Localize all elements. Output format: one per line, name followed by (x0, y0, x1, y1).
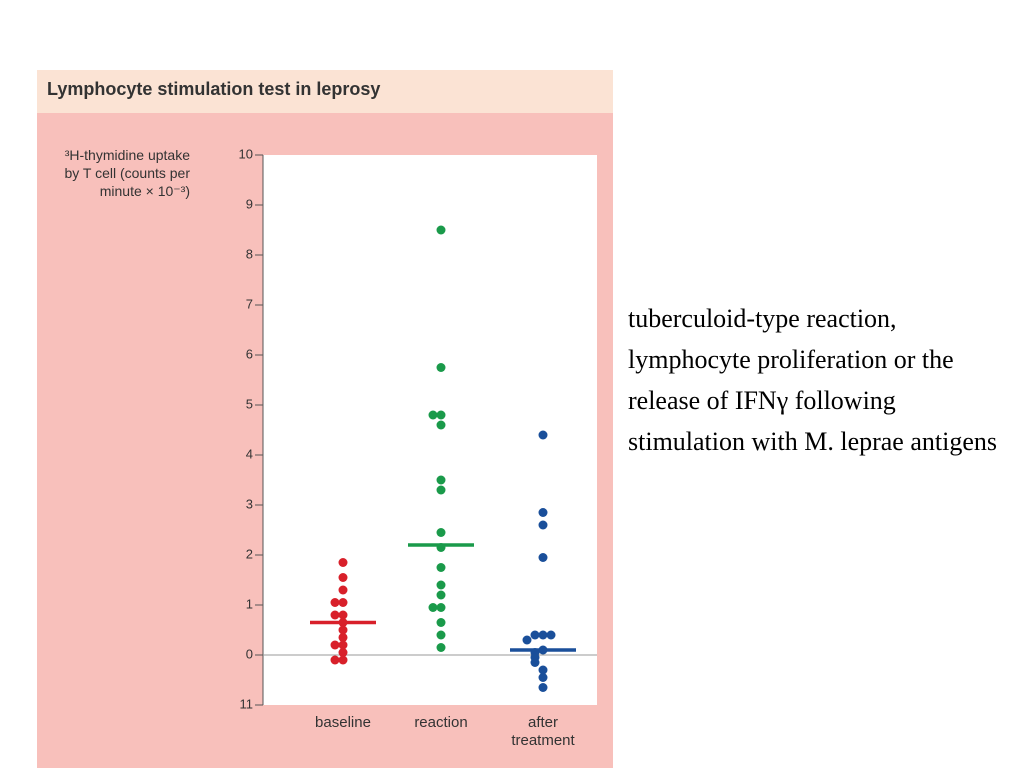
data-point (338, 573, 348, 582)
y-tick-label: 2 (246, 546, 253, 561)
data-point (436, 630, 446, 640)
data-point (538, 683, 548, 692)
data-point (522, 635, 532, 645)
data-point (436, 643, 446, 652)
data-point (538, 508, 548, 517)
data-point (436, 225, 446, 235)
y-tick-label: 9 (246, 196, 253, 211)
y-tick-label: 3 (246, 496, 253, 511)
data-point (338, 598, 348, 607)
data-point (530, 630, 540, 640)
data-point (338, 625, 348, 635)
data-point (436, 485, 446, 495)
data-point (538, 630, 548, 640)
y-tick-label: 1 (246, 596, 253, 611)
y-axis-label: ³H-thymidine uptake by T cell (counts pe… (64, 147, 190, 199)
data-point (436, 363, 446, 372)
chart-title: Lymphocyte stimulation test in leprosy (47, 79, 381, 99)
data-point (338, 655, 348, 665)
y-tick-label: 5 (246, 396, 253, 411)
data-point (436, 528, 446, 537)
data-point (338, 558, 348, 567)
data-point (338, 585, 348, 595)
data-point (546, 630, 556, 640)
data-point (436, 563, 446, 572)
data-point (330, 598, 340, 607)
data-point (338, 610, 348, 620)
data-point (436, 420, 446, 430)
y-tick-label: 10 (239, 146, 253, 161)
x-tick-label: after treatment (511, 714, 575, 749)
data-point (436, 475, 446, 485)
y-tick-label: 6 (246, 346, 253, 361)
y-tick-label: 7 (246, 296, 253, 311)
data-point (436, 580, 446, 590)
y-tick-label: 4 (246, 446, 253, 461)
data-point (538, 553, 548, 562)
data-point (538, 430, 548, 440)
data-point (538, 673, 548, 682)
plot-area (263, 155, 597, 705)
data-point (436, 618, 446, 627)
data-point (538, 520, 548, 530)
data-point (436, 603, 446, 612)
data-point (530, 658, 540, 667)
data-point (330, 655, 340, 665)
x-tick-label: baseline (315, 714, 371, 731)
data-point (428, 603, 438, 612)
y-tick-label: 8 (246, 246, 253, 261)
data-point (338, 633, 348, 642)
data-point (436, 410, 446, 420)
data-point (538, 665, 548, 675)
x-tick-label: reaction (414, 714, 468, 731)
header: Lymphocyte stimulation test in leprosy (37, 70, 613, 113)
data-point (338, 640, 348, 650)
caption: tuberculoid-type reaction, lymphocyte pr… (628, 304, 997, 456)
data-point (338, 648, 348, 657)
data-point (330, 640, 340, 650)
y-tick-label: 0 (246, 646, 253, 661)
data-point (436, 590, 446, 600)
data-point (428, 410, 438, 420)
data-point (330, 610, 340, 620)
y-tick-label: 11 (240, 696, 254, 711)
